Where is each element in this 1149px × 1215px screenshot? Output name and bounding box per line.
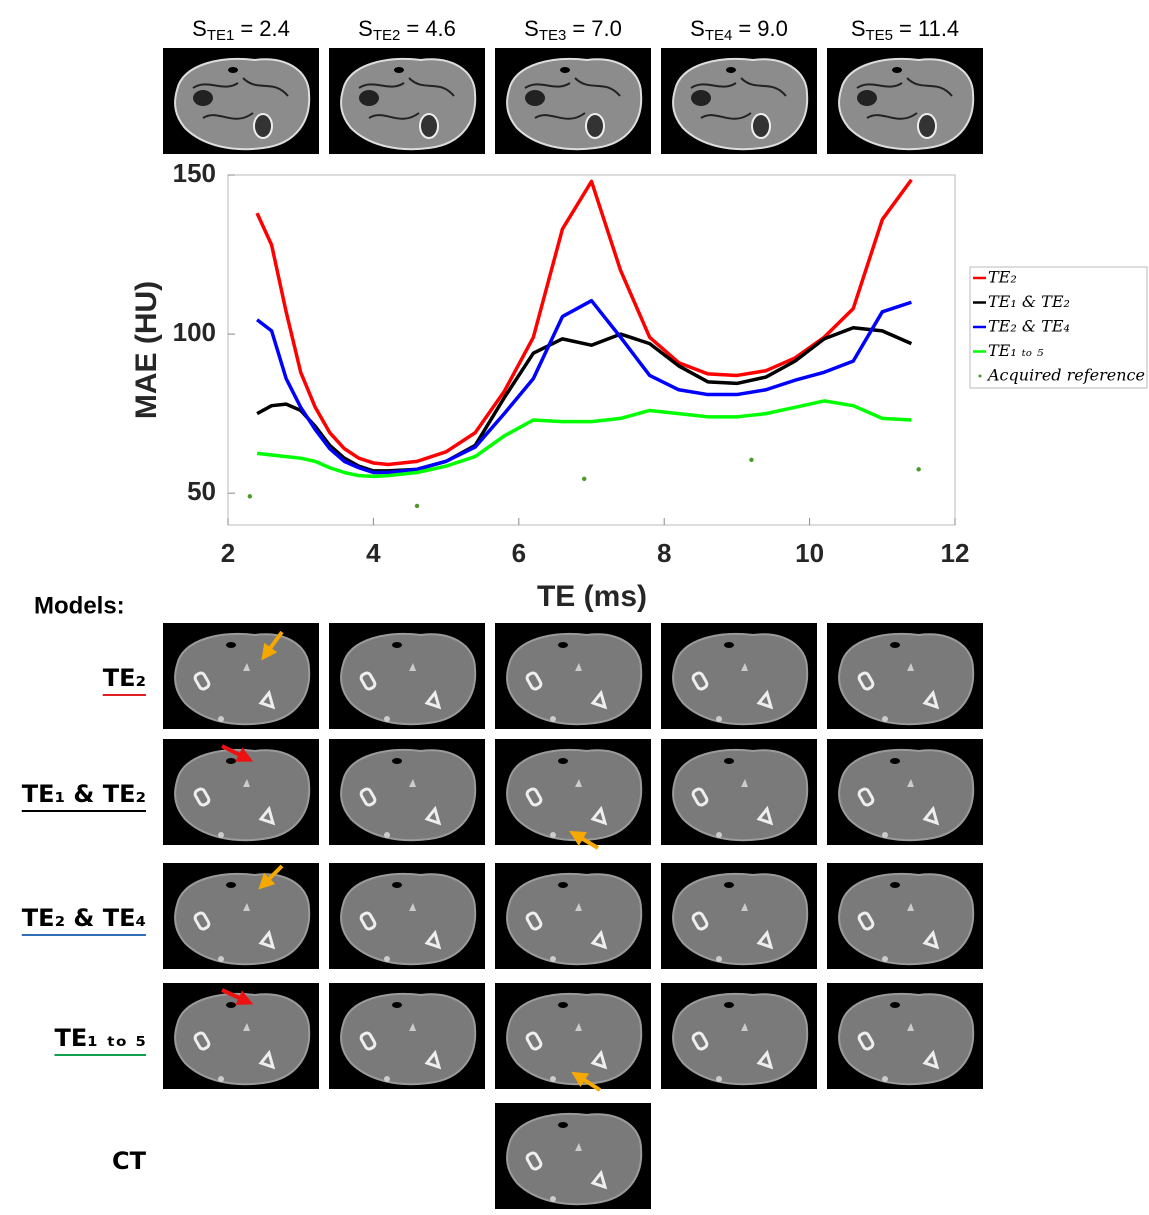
subscript: TE4	[705, 27, 733, 44]
image-panel	[493, 981, 653, 1091]
subscript: TE5	[866, 27, 894, 44]
image-panel	[162, 47, 320, 155]
top-label: STE1 = 2.4	[192, 16, 290, 44]
image-panel	[659, 861, 819, 971]
legend-label: TE₁ ₜₒ ₅	[988, 341, 1044, 360]
symbol: S	[358, 16, 373, 41]
image-panel	[493, 737, 653, 847]
value: = 11.4	[899, 16, 959, 41]
value: = 9.0	[738, 16, 788, 41]
model-label: TE₁ ₜₒ ₅	[54, 1024, 146, 1052]
models-heading: Models:	[34, 592, 125, 619]
legend-label: Acquired reference	[986, 366, 1145, 385]
model-label: TE₂ & TE₄	[22, 904, 146, 932]
top-label: STE5 = 11.4	[851, 16, 959, 44]
reference-point	[247, 494, 253, 499]
reference-point	[749, 457, 754, 462]
legend-label: TE₁ & TE₂	[988, 292, 1070, 311]
y-tick-label: 50	[187, 476, 216, 506]
symbol: S	[690, 16, 705, 41]
image-panel	[825, 737, 985, 847]
image-panel	[659, 981, 819, 1091]
image-panel	[493, 1101, 653, 1211]
series-line	[255, 178, 913, 467]
reference-point	[582, 476, 587, 482]
x-axis-label: TE (ms)	[537, 580, 647, 613]
image-panel	[825, 861, 985, 971]
subscript: TE1	[207, 27, 235, 44]
value: = 7.0	[572, 16, 622, 41]
legend-label: TE₂ & TE₄	[988, 317, 1070, 336]
x-tick-label: 8	[657, 538, 671, 568]
x-tick-label: 2	[221, 538, 235, 568]
image-panel	[493, 621, 653, 731]
image-panel	[493, 861, 653, 971]
model-label: TE₁ & TE₂	[22, 780, 146, 808]
reference-point	[414, 503, 420, 509]
symbol: S	[192, 16, 207, 41]
image-panel	[660, 47, 818, 155]
image-panel	[659, 737, 819, 847]
subscript: TE2	[373, 27, 401, 44]
series-line	[256, 325, 913, 473]
image-panel	[161, 621, 321, 731]
plot-area	[227, 174, 956, 526]
model-label: TE₂	[103, 664, 146, 692]
image-panel	[161, 861, 321, 971]
y-tick-label: 150	[173, 158, 216, 188]
x-tick-label: 12	[941, 538, 970, 568]
symbol: S	[851, 16, 866, 41]
legend-label: TE₂	[988, 268, 1017, 287]
x-tick-label: 10	[795, 538, 824, 568]
image-panel	[327, 861, 487, 971]
reference-label: CT	[112, 1147, 147, 1175]
image-panel	[826, 47, 984, 155]
image-panel	[659, 621, 819, 731]
image-panel	[327, 981, 487, 1091]
top-label: STE4 = 9.0	[690, 16, 788, 44]
image-panel	[825, 621, 985, 731]
value: = 4.6	[406, 16, 456, 41]
series-line	[256, 399, 912, 479]
y-axis-label: MAE (HU)	[130, 281, 163, 419]
symbol: S	[524, 16, 539, 41]
legend-box	[969, 266, 1148, 389]
image-panel	[328, 47, 486, 155]
annotation-arrows	[221, 630, 602, 1092]
series-line	[256, 298, 912, 475]
image-panel	[327, 621, 487, 731]
image-panel	[494, 47, 652, 155]
y-tick-label: 100	[173, 317, 216, 347]
top-label: STE2 = 4.6	[358, 16, 456, 44]
value: = 2.4	[240, 16, 290, 41]
x-tick-label: 4	[366, 538, 381, 568]
top-label: STE3 = 7.0	[524, 16, 622, 44]
x-tick-label: 6	[512, 538, 526, 568]
image-panel	[327, 737, 487, 847]
reference-point	[916, 467, 921, 472]
subscript: TE3	[539, 27, 567, 44]
legend-marker	[978, 374, 982, 378]
image-panel	[825, 981, 985, 1091]
